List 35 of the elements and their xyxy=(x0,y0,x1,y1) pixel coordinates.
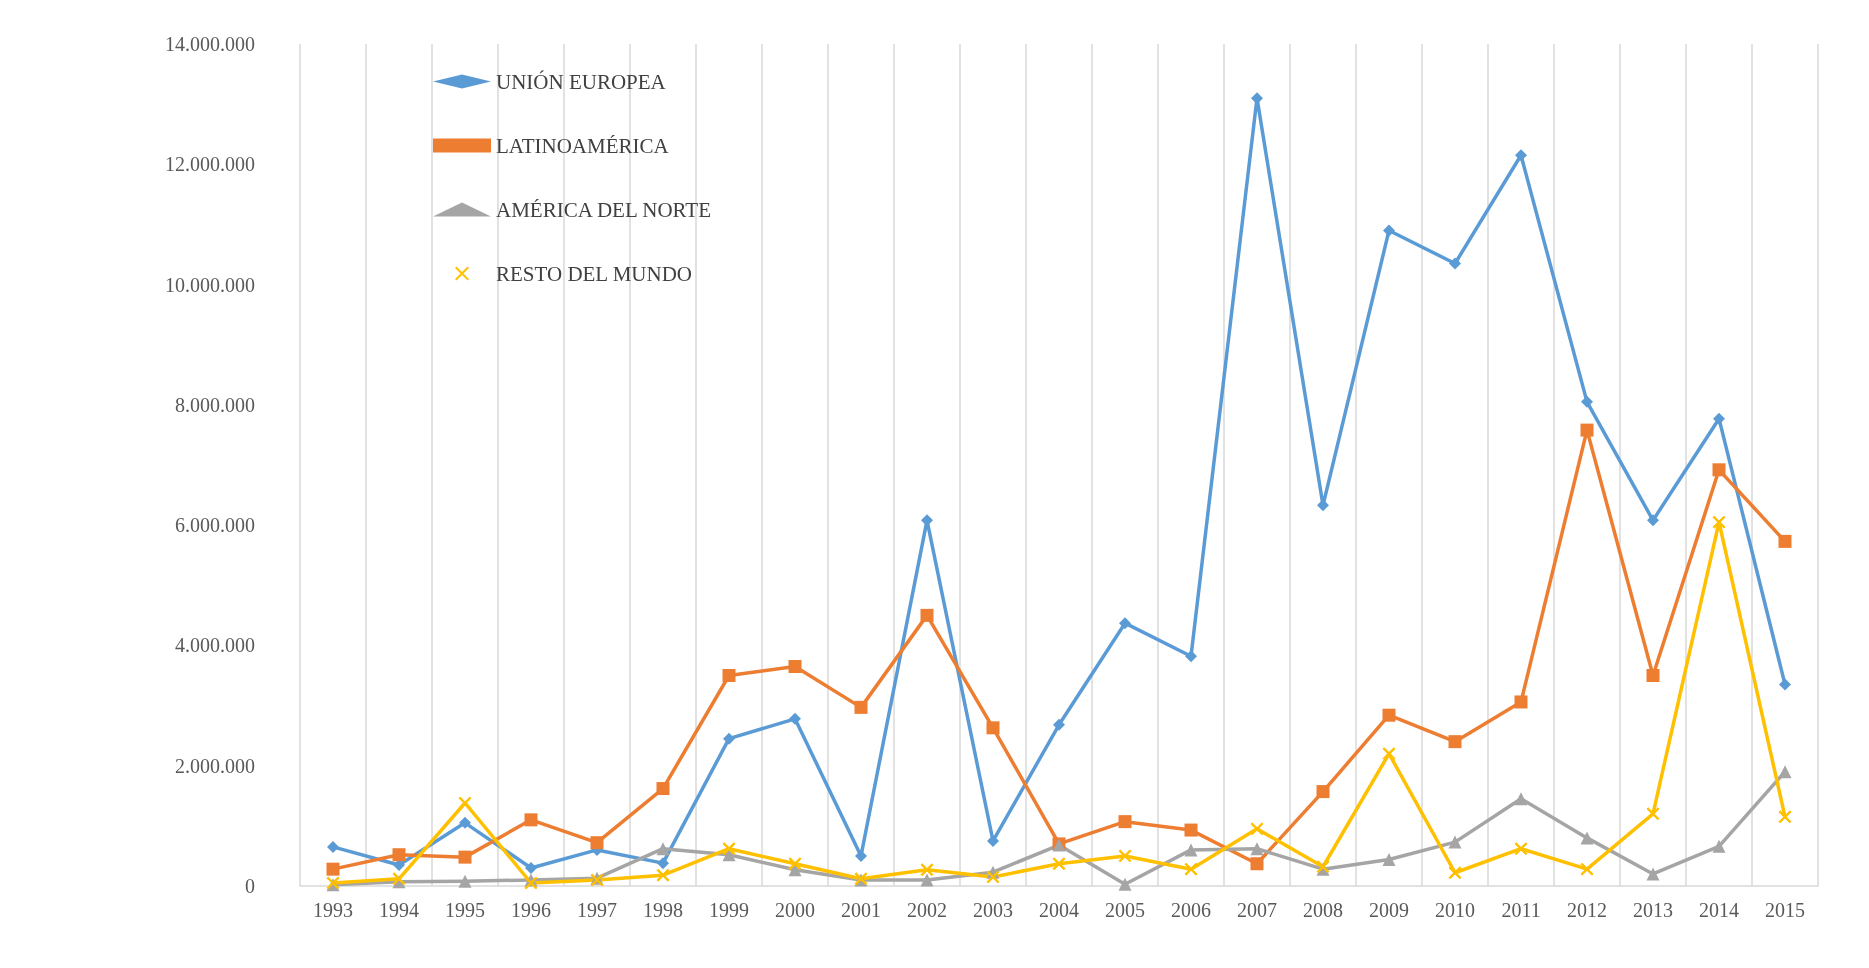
x-tick-label: 1993 xyxy=(313,899,353,921)
y-tick-label: 4.000.000 xyxy=(175,634,255,657)
legend-label: AMÉRICA DEL NORTE xyxy=(496,197,711,222)
x-tick-label: 1997 xyxy=(577,899,617,921)
y-tick-label: 12.000.000 xyxy=(165,153,255,176)
legend-label: UNIÓN EUROPEA xyxy=(496,69,667,94)
y-tick-label: 8.000.000 xyxy=(175,393,255,416)
x-tick-label: 2013 xyxy=(1633,899,1673,921)
x-tick-label: 1995 xyxy=(445,899,485,921)
x-tick-label: 2006 xyxy=(1171,899,1211,921)
legend-label: RESTO DEL MUNDO xyxy=(496,261,693,286)
x-tick-label: 2012 xyxy=(1567,899,1607,921)
y-tick-label: 14.000.000 xyxy=(165,33,255,55)
x-tick-label: 2010 xyxy=(1435,899,1475,921)
x-tick-label: 2001 xyxy=(841,899,881,921)
y-tick-label: 10.000.000 xyxy=(165,273,255,296)
x-tick-label: 2014 xyxy=(1699,899,1739,921)
x-tick-label: 2004 xyxy=(1039,899,1079,921)
x-tick-label: 2015 xyxy=(1765,899,1805,921)
x-tick-label: 2007 xyxy=(1237,899,1277,921)
x-tick-label: 2008 xyxy=(1303,899,1343,921)
x-tick-label: 2000 xyxy=(775,899,815,921)
y-tick-label: 6.000.000 xyxy=(175,514,255,537)
x-tick-label: 1996 xyxy=(511,899,551,921)
x-tick-label: 1994 xyxy=(379,899,419,921)
x-tick-label: 2009 xyxy=(1369,899,1409,921)
y-tick-label: 2.000.000 xyxy=(175,754,255,777)
legend-label: LATINOAMÉRICA xyxy=(496,133,670,158)
x-tick-label: 1998 xyxy=(643,899,683,921)
x-tick-label: 2002 xyxy=(907,899,947,921)
x-tick-label: 2003 xyxy=(973,899,1013,921)
x-tick-label: 2011 xyxy=(1501,899,1541,921)
y-tick-label: 0 xyxy=(245,875,255,897)
x-tick-label: 1999 xyxy=(709,899,749,921)
x-tick-label: 2005 xyxy=(1105,899,1145,921)
